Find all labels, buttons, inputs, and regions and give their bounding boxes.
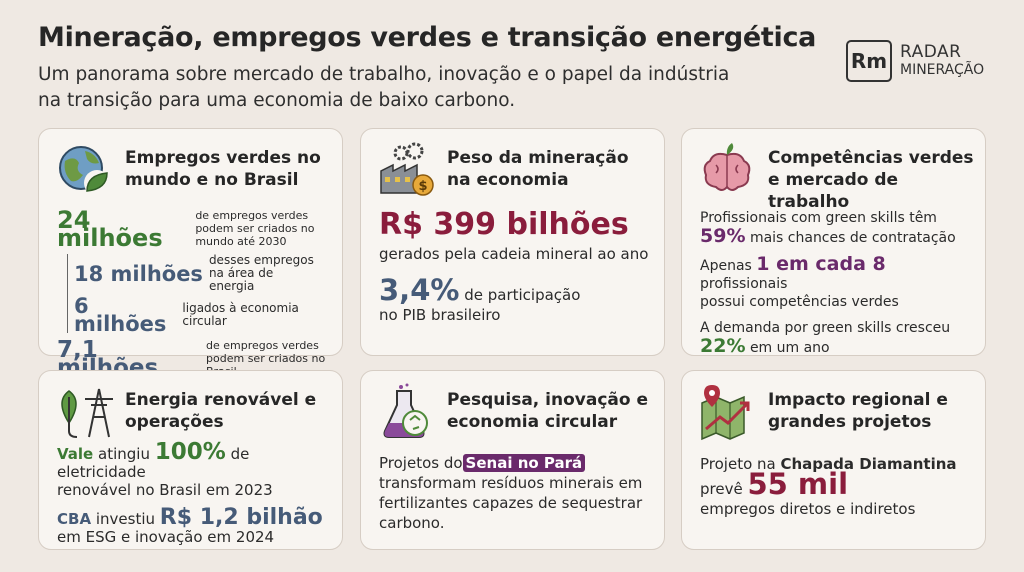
stat-value: R$ 399 bilhões [379, 207, 629, 242]
card-title: Competências verdes e mercado de trabalh… [768, 148, 974, 212]
text: Projeto na [700, 455, 776, 473]
globe-icon [59, 146, 110, 196]
text: de eletricidade [57, 445, 250, 481]
company: Vale [57, 445, 94, 463]
stat-value: 6 milhões [74, 294, 167, 336]
stat-value: 100% [154, 439, 226, 465]
svg-text:$: $ [418, 179, 427, 194]
text: renovável no Brasil em 2023 [57, 481, 273, 499]
subtitle: Um panorama sobre mercado de trabalho, i… [38, 64, 730, 85]
card-body: 24 milhões de empregos verdes podem ser c… [57, 205, 330, 380]
text: profissionais [700, 276, 788, 292]
stat-value: 22% [700, 335, 746, 357]
card-title: Pesquisa, inovação e economia circular [447, 390, 649, 432]
stat-value: 3,4% [379, 273, 460, 307]
paragraph: Profissionais com green skills têm 59% ma… [700, 209, 973, 247]
factory-icon: $ [380, 142, 434, 196]
stat-value: 24 milhões [57, 205, 163, 252]
text: transformam resíduos minerais em fertili… [379, 474, 643, 532]
flask-icon [383, 383, 428, 438]
highlight: Senai no Pará [462, 454, 586, 472]
text: em ESG e inovação em 2024 [57, 528, 275, 546]
text: atingiu [98, 445, 150, 463]
company: CBA [57, 510, 92, 528]
text: em um ano [749, 340, 830, 356]
logo-tagline: MINERAÇÃO [900, 62, 985, 78]
card: Pesquisa, inovação e economia circular P… [360, 370, 665, 550]
card-body: Vale atingiu 100% de eletricidade renováv… [57, 441, 330, 547]
text: prevê [700, 480, 743, 498]
stat-value: 1 em cada 8 [756, 253, 886, 275]
text: Apenas [700, 258, 752, 274]
map-icon [701, 385, 750, 441]
card-title: Impacto regional e grandes projetos [768, 390, 948, 432]
stat-value: 18 milhões [74, 261, 203, 286]
stat-text: desses empregos na área de energia [208, 253, 314, 293]
card-body: R$ 399 bilhões gerados pela cadeia miner… [379, 207, 652, 324]
card-body: Projeto na Chapada Diamantina prevê 55 m… [700, 455, 973, 518]
brain-icon [703, 143, 751, 191]
text: A demanda por green skills cresceu [700, 320, 951, 336]
stat-value: 59% [700, 225, 746, 247]
subtitle: na transição para uma economia de baixo … [38, 90, 516, 111]
stat-text: ligados à economia circular [182, 301, 299, 328]
card: Energia renovável e operações Vale ating… [38, 370, 343, 550]
text: mais chances de contratação [749, 230, 956, 246]
stat-text: gerados pela cadeia mineral ao ano [379, 245, 649, 263]
logo-name: RADAR [900, 42, 962, 62]
stat-text: de empregos verdes podem ser criados no … [195, 209, 315, 248]
logo-mark: Rm [846, 40, 892, 82]
card-title: Peso da mineração na economia [447, 148, 629, 190]
card: Empregos verdes no mundo e no Brasil 24 … [38, 128, 343, 379]
card: Impacto regional e grandes projetos Proj… [681, 370, 986, 550]
stat-text: de participação [464, 286, 581, 304]
energy-icon [61, 388, 113, 438]
paragraph: A demanda por green skills cresceu 22% em… [700, 319, 973, 357]
text: possui competências verdes [700, 294, 899, 310]
card-title: Energia renovável e operações [125, 390, 317, 432]
logo: Rm RADAR MINERAÇÃO [846, 40, 986, 84]
card-body: Projetos do Senai no Pará transformam res… [379, 453, 652, 533]
text: Projetos do [379, 454, 463, 472]
paragraph: Apenas 1 em cada 8 profissionais possui c… [700, 255, 973, 311]
card-title: Empregos verdes no mundo e no Brasil [125, 148, 321, 190]
text: investiu [95, 510, 155, 528]
place: Chapada Diamantina [780, 455, 957, 473]
stat-text: no PIB brasileiro [379, 306, 501, 324]
stat-value: 55 mil [747, 467, 849, 501]
stat-value: R$ 1,2 bilhão [159, 505, 323, 530]
card: $ Peso da mineração na economia R$ 399 b… [360, 128, 665, 356]
page-title: Mineração, empregos verdes e transição e… [38, 22, 817, 53]
text: Profissionais com green skills têm [700, 210, 937, 226]
text: empregos diretos e indiretos [700, 500, 916, 518]
card-body: Profissionais com green skills têm 59% ma… [700, 209, 973, 357]
card: Competências verdes e mercado de trabalh… [681, 128, 986, 356]
